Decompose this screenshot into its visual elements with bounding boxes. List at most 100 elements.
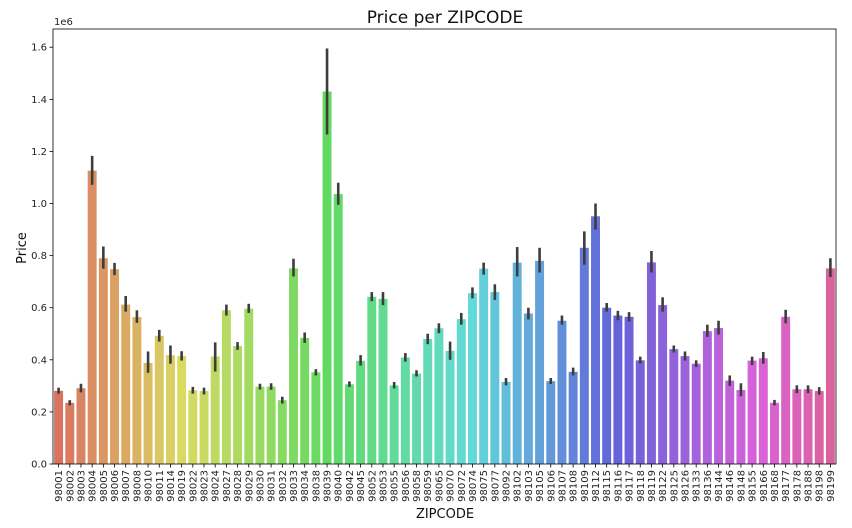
bar-98040: [333, 194, 343, 464]
bar-98034: [300, 337, 310, 464]
x-axis-title: ZIPCODE: [416, 507, 474, 522]
bar-98019: [177, 355, 187, 464]
x-tick-label: 98003: [76, 470, 87, 502]
x-tick-label: 98118: [636, 470, 647, 502]
bar-98118: [635, 360, 645, 464]
bar-98102: [512, 262, 522, 464]
x-tick-label: 98074: [468, 470, 479, 502]
x-tick-label: 98116: [613, 470, 624, 502]
bar-98008: [132, 317, 142, 464]
bar-98199: [825, 268, 835, 464]
bar-98074: [467, 293, 477, 464]
x-tick-label: 98058: [412, 470, 423, 502]
bar-98166: [758, 358, 768, 464]
error-bars-group: [57, 48, 832, 406]
x-tick-label: 98030: [255, 470, 266, 502]
x-tick-label: 98117: [625, 470, 636, 502]
bar-98053: [378, 298, 388, 464]
bar-98022: [188, 390, 198, 464]
bar-98014: [165, 355, 175, 464]
bar-98178: [792, 389, 802, 464]
x-tick-label: 98146: [725, 470, 736, 502]
x-tick-label: 98136: [703, 470, 714, 502]
bar-98007: [121, 304, 131, 464]
x-tick-label: 98199: [826, 470, 837, 502]
x-tick-label: 98102: [513, 470, 524, 502]
bar-98116: [613, 315, 623, 464]
y-tick-label: 1.0: [31, 199, 47, 210]
bar-98146: [725, 380, 735, 464]
x-tick-label: 98155: [748, 470, 759, 502]
x-tick-label: 98065: [434, 470, 445, 502]
bar-98133: [691, 363, 701, 464]
bars-group: [54, 91, 835, 464]
x-tick-label: 98056: [401, 470, 412, 502]
x-tick-label: 98042: [345, 470, 356, 502]
y-tick-label: 1.2: [31, 147, 47, 158]
bar-98039: [322, 91, 332, 464]
x-tick-label: 98055: [390, 470, 401, 502]
x-tick-label: 98188: [804, 470, 815, 502]
y-tick-label: 0.0: [31, 460, 47, 471]
bar-98144: [714, 328, 724, 464]
x-tick-label: 98105: [535, 470, 546, 502]
bar-98003: [76, 388, 86, 464]
bar-98119: [646, 262, 656, 464]
bar-98005: [98, 258, 108, 464]
x-tick-label: 98040: [334, 470, 345, 502]
bar-98168: [770, 402, 779, 464]
bar-98072: [456, 319, 466, 464]
bar-98136: [702, 331, 712, 464]
x-tick-label: 98039: [323, 470, 334, 502]
bar-98002: [65, 402, 75, 464]
bar-98011: [154, 335, 164, 464]
bar-98106: [546, 381, 556, 464]
x-tick-label: 98004: [88, 470, 99, 502]
x-tick-label: 98023: [200, 470, 211, 502]
bar-98032: [277, 400, 287, 464]
bar-98010: [143, 362, 153, 464]
x-tick-label: 98029: [244, 470, 255, 502]
x-tick-label: 98122: [658, 470, 669, 502]
y-tick-label: 0.6: [31, 303, 47, 314]
x-tick-label: 98092: [502, 470, 513, 502]
x-tick-label: 98072: [457, 470, 468, 502]
x-tick-label: 98133: [692, 470, 703, 502]
x-tick-label: 98008: [132, 470, 143, 502]
x-tick-label: 98070: [446, 470, 457, 502]
bar-98042: [344, 384, 354, 464]
bar-98033: [289, 268, 298, 464]
x-tick-label: 98022: [188, 470, 199, 502]
y-tick-label: 0.4: [31, 355, 47, 366]
bar-98177: [781, 316, 791, 464]
bar-98031: [266, 386, 276, 464]
bar-98070: [445, 350, 455, 464]
x-tick-label: 98107: [557, 470, 568, 502]
bar-98107: [557, 320, 567, 464]
bar-98028: [233, 346, 243, 464]
x-tick-label: 98108: [569, 470, 580, 502]
y-tick-label: 0.8: [31, 251, 47, 262]
x-tick-label: 98027: [222, 470, 233, 502]
x-tick-label: 98106: [546, 470, 557, 502]
x-tick-label: 98166: [759, 470, 770, 502]
x-tick-label: 98005: [99, 470, 110, 502]
y-axis-title: Price: [15, 232, 30, 264]
x-tick-label: 98052: [367, 470, 378, 502]
x-tick-label: 98115: [602, 470, 613, 502]
bar-98092: [501, 381, 511, 464]
bar-98108: [568, 371, 578, 464]
x-tick-label: 98059: [423, 470, 434, 502]
x-tick-label: 98103: [524, 470, 535, 502]
x-tick-label: 98011: [155, 470, 166, 502]
x-tick-label: 98178: [792, 470, 803, 502]
x-tick-label: 98053: [378, 470, 389, 502]
bar-98052: [367, 296, 377, 464]
x-tick-label: 98077: [490, 470, 501, 502]
x-tick-label: 98034: [300, 470, 311, 502]
bar-98030: [255, 386, 265, 464]
x-tick-label: 98168: [770, 470, 781, 502]
bar-98117: [624, 316, 634, 464]
bar-98055: [389, 385, 399, 464]
